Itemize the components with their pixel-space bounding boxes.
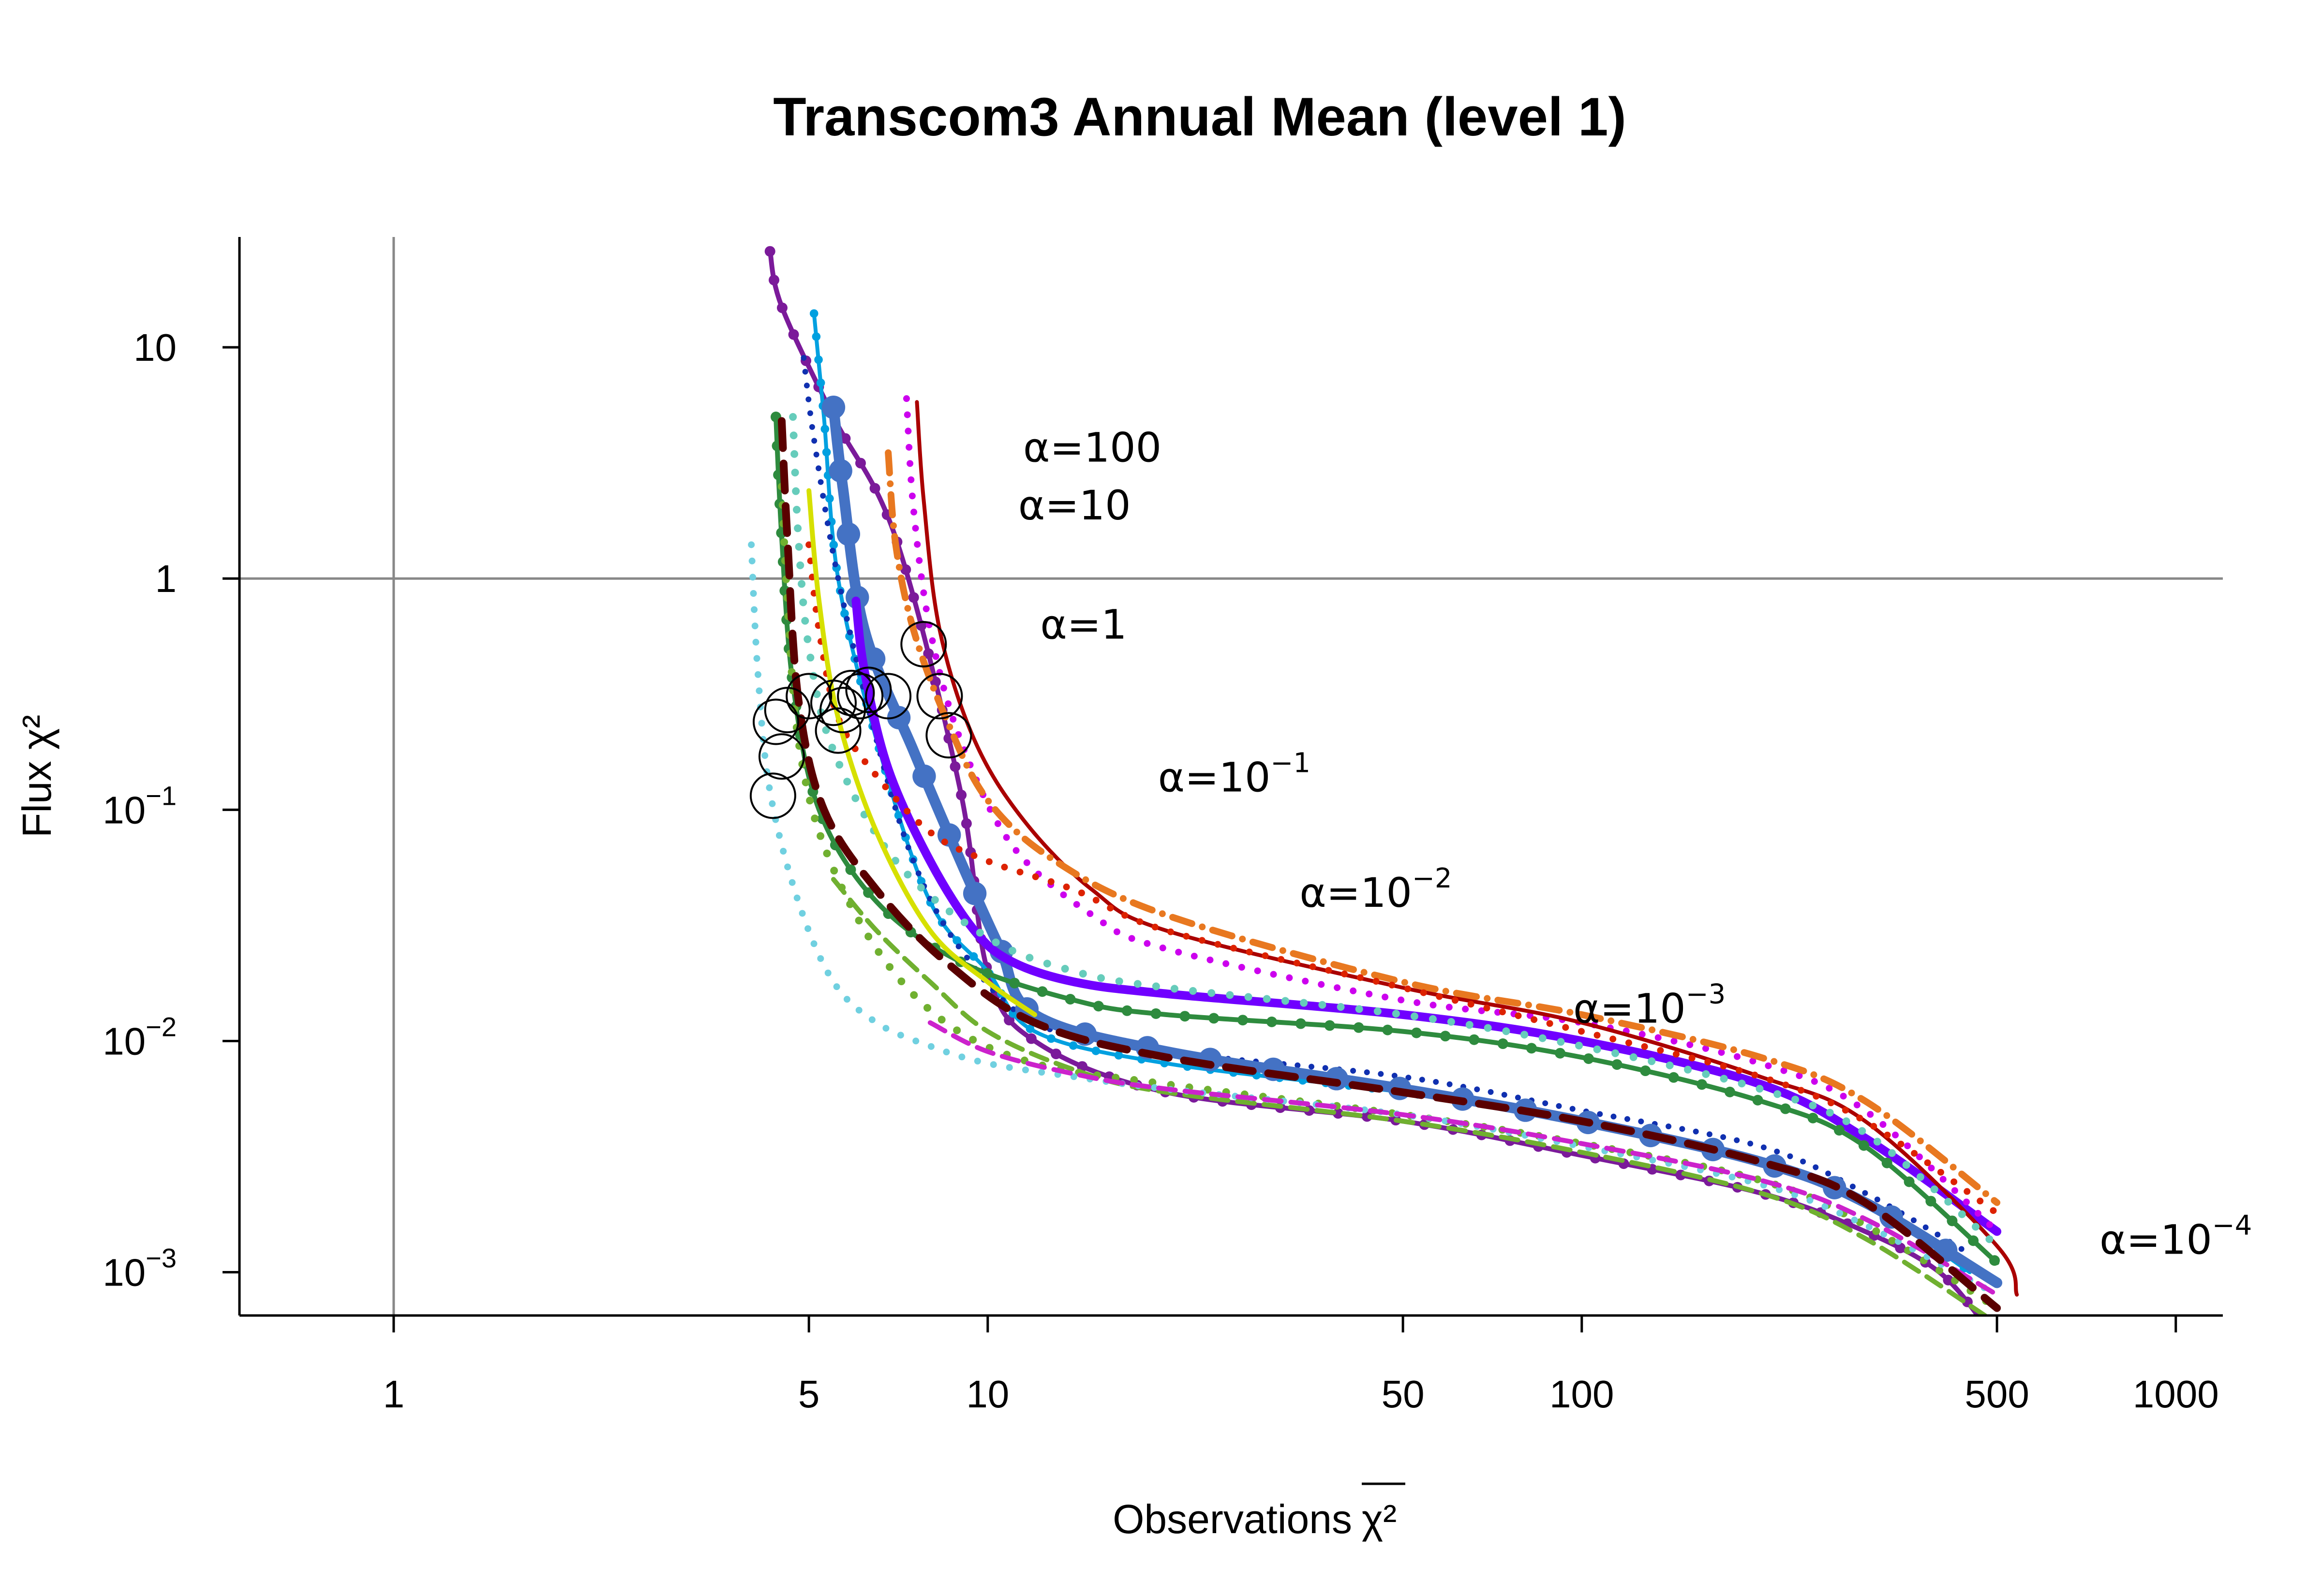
y-axis-label: Flux χ² <box>14 715 60 838</box>
chart-title: Transcom3 Annual Mean (level 1) <box>773 87 1626 147</box>
x-ticks: 1 5 10 50 100 500 1000 <box>383 1315 2219 1416</box>
alpha-marker-15 <box>749 772 796 819</box>
y-tick-label: 10 <box>134 326 177 369</box>
alpha-marker-2 <box>916 673 963 720</box>
alpha-marker-3 <box>925 712 972 759</box>
series-line-14 <box>748 541 2001 1298</box>
series-line-7 <box>915 400 2019 1297</box>
alpha-marker-4 <box>865 673 912 720</box>
x-axis-label-text: Observations <box>1113 1496 1352 1542</box>
series-line-6 <box>903 395 2001 1235</box>
series-line-13 <box>831 877 1989 1315</box>
series-dots-2 <box>809 309 1974 1277</box>
reference-lines <box>239 237 2223 1315</box>
alpha-marker-14 <box>758 733 805 780</box>
alpha-marker-1 <box>900 621 947 668</box>
series-dots-1 <box>764 246 1984 1315</box>
x-tick-label: 500 <box>1965 1373 2029 1416</box>
x-tick-label: 5 <box>798 1373 820 1416</box>
alpha-marker-13 <box>752 698 799 745</box>
series-line-15 <box>927 1020 2000 1297</box>
alpha-marker-10 <box>810 680 857 726</box>
series-line-5 <box>851 596 2002 1236</box>
y-tick-label: 10−1 <box>103 780 177 831</box>
y-tick-label: 10−2 <box>103 1011 177 1063</box>
alpha-marker-12 <box>764 687 811 734</box>
series-line-16 <box>806 488 1038 1017</box>
x-tick-label: 10 <box>966 1373 1009 1416</box>
series-dots-11 <box>770 412 2003 1268</box>
annotations: α=100 α=10 α=1 α=10−1 α=10−2 α=10−3 α=10−4 <box>1018 424 2252 1264</box>
y-tick-label: 1 <box>155 557 177 600</box>
x-tick-label: 1000 <box>2133 1373 2219 1416</box>
alpha-annotation-7: α=10−4 <box>2099 1210 2252 1264</box>
y-ticks: 10 1 10−1 10−2 10−3 <box>103 326 239 1294</box>
series-line-12 <box>777 482 2001 1312</box>
alpha-annotation-3: α=1 <box>1040 601 1127 648</box>
alpha-marker-8 <box>819 687 866 734</box>
alpha-marker-6 <box>837 673 884 720</box>
alpha-annotation-5: α=10−2 <box>1299 863 1452 916</box>
series-line-9 <box>805 541 2001 1217</box>
x-tick-label: 1 <box>383 1373 405 1416</box>
series-line-17 <box>777 417 2001 1312</box>
x-tick-label: 50 <box>1382 1373 1425 1416</box>
alpha-marker-5 <box>845 666 892 713</box>
series-line-2 <box>812 311 1972 1274</box>
alpha-marker-9 <box>815 707 862 754</box>
alpha-annotation-4: α=10−1 <box>1158 747 1310 801</box>
marker-layer <box>749 621 972 819</box>
alpha-annotation-1: α=100 <box>1023 424 1161 472</box>
alpha-annotation-6: α=10−3 <box>1573 979 1726 1033</box>
x-tick-label: 100 <box>1549 1373 1614 1416</box>
series-line-4 <box>828 402 2003 1288</box>
series-line-8 <box>885 449 2001 1206</box>
series-layer <box>748 246 2019 1315</box>
series-line-10 <box>789 413 2001 1250</box>
series-line-1 <box>767 249 1981 1315</box>
x-axis-label-symbol: χ² <box>1362 1496 1397 1542</box>
x-axis-label: Observations χ² <box>1113 1482 1405 1542</box>
series-dots-4 <box>821 396 2009 1295</box>
y-tick-label: 10−3 <box>103 1243 177 1294</box>
alpha-annotation-2: α=10 <box>1018 482 1131 529</box>
